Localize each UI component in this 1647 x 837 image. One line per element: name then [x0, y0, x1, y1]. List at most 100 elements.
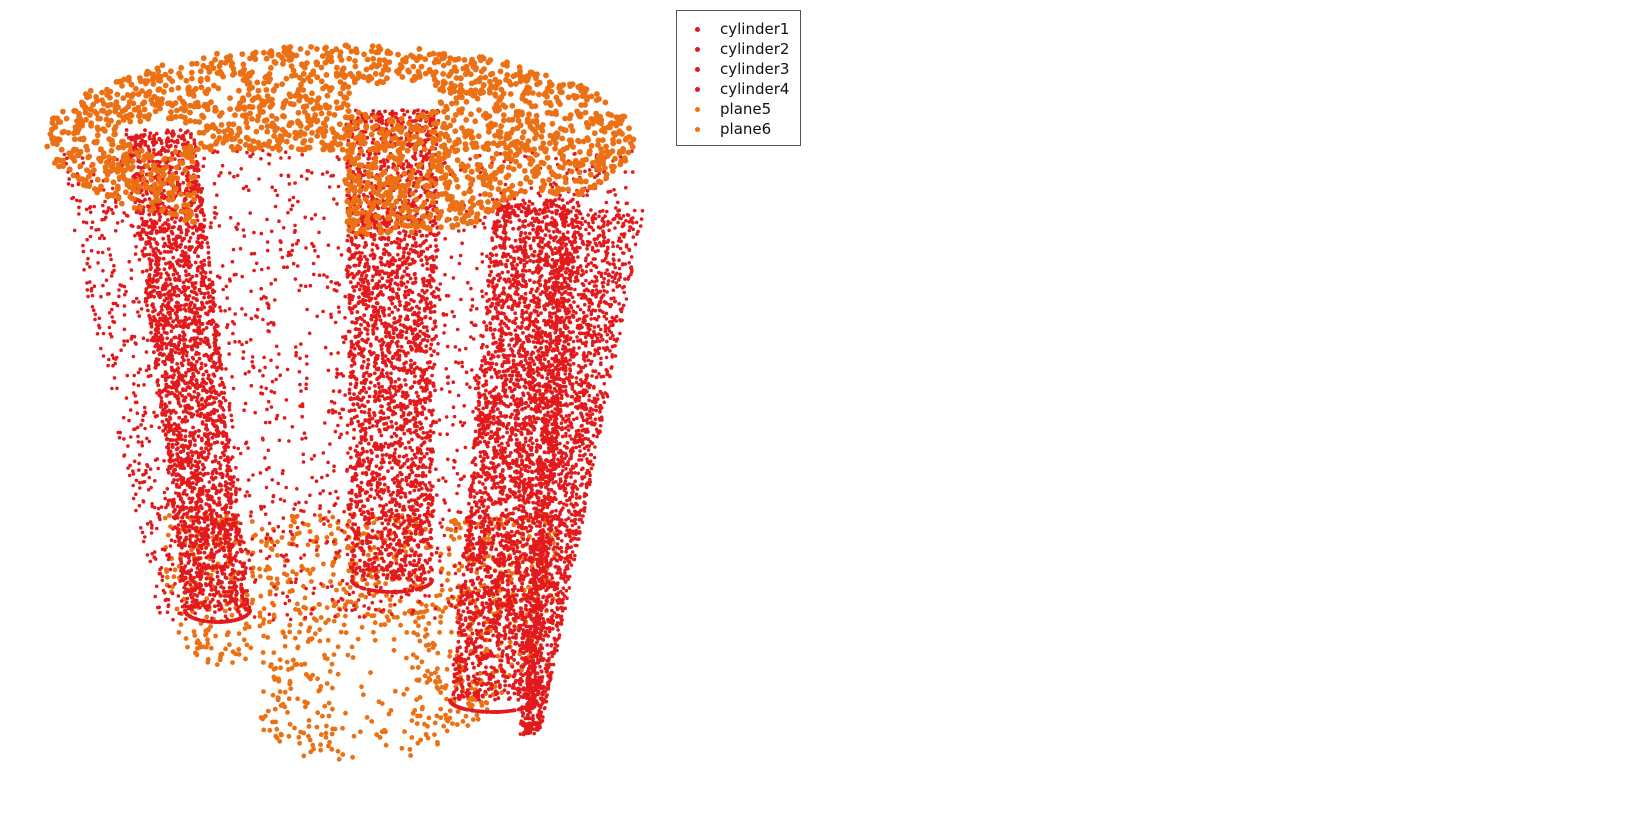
- data-point: [459, 420, 463, 424]
- data-point: [86, 257, 90, 261]
- data-point: [386, 522, 390, 526]
- data-point: [446, 381, 450, 385]
- data-point: [374, 732, 379, 737]
- data-point: [317, 231, 321, 235]
- data-point: [393, 689, 398, 694]
- data-point: [433, 616, 437, 620]
- data-point: [308, 332, 312, 336]
- data-point: [334, 430, 338, 434]
- data-point: [401, 692, 406, 697]
- data-point: [231, 649, 236, 654]
- data-point: [163, 497, 167, 501]
- data-point: [152, 411, 156, 415]
- data-point: [454, 527, 458, 531]
- data-point: [207, 245, 211, 249]
- data-point: [345, 582, 349, 586]
- data-point: [112, 264, 116, 268]
- data-point: [157, 426, 161, 430]
- data-point: [197, 645, 202, 650]
- data-point: [282, 265, 286, 269]
- data-point: [361, 692, 366, 697]
- data-point: [166, 533, 171, 538]
- data-point: [213, 634, 218, 639]
- data-point: [273, 666, 278, 671]
- data-point: [450, 721, 455, 726]
- data-point: [602, 277, 606, 281]
- data-point: [290, 589, 295, 594]
- data-point: [314, 535, 319, 540]
- data-point: [165, 278, 169, 282]
- data-point: [461, 719, 466, 724]
- data-point: [270, 601, 275, 606]
- data-point: [318, 513, 323, 518]
- data-point: [122, 211, 126, 215]
- data-point: [166, 610, 170, 614]
- data-point: [408, 747, 413, 752]
- data-point: [163, 299, 167, 303]
- data-point: [274, 727, 279, 732]
- data-point: [359, 684, 364, 689]
- data-point: [427, 648, 432, 653]
- data-point: [205, 342, 209, 346]
- data-point: [198, 357, 202, 361]
- data-point: [261, 728, 266, 733]
- data-point: [272, 677, 277, 682]
- data-point: [103, 218, 107, 222]
- data-point: [278, 657, 283, 662]
- data-point: [449, 534, 454, 539]
- data-point: [277, 679, 282, 684]
- data-point: [417, 678, 422, 683]
- data-point: [165, 598, 169, 602]
- data-point: [167, 499, 171, 503]
- data-point: [287, 696, 292, 701]
- data-point: [231, 320, 235, 324]
- data-point: [306, 169, 310, 173]
- data-point: [286, 211, 290, 215]
- data-point: [310, 217, 314, 221]
- data-point: [218, 655, 223, 660]
- data-point: [182, 491, 186, 495]
- data-point: [291, 425, 295, 429]
- data-point: [85, 262, 89, 266]
- data-point: [287, 682, 292, 687]
- data-point: [340, 253, 344, 257]
- data-point: [173, 567, 178, 572]
- data-point: [375, 424, 379, 428]
- data-point: [321, 562, 326, 567]
- data-point: [152, 350, 156, 354]
- data-point: [132, 300, 136, 304]
- data-point: [455, 722, 460, 727]
- data-point: [360, 625, 365, 630]
- data-point: [313, 249, 317, 253]
- data-point: [240, 594, 244, 598]
- data-point: [205, 236, 209, 240]
- data-point: [272, 613, 277, 618]
- data-point: [438, 521, 442, 525]
- data-point: [265, 218, 269, 222]
- data-point: [247, 370, 251, 374]
- data-point: [159, 272, 163, 276]
- data-point: [292, 196, 296, 200]
- data-point: [251, 473, 255, 477]
- data-point: [312, 587, 316, 591]
- data-point: [587, 359, 591, 363]
- data-point: [75, 199, 79, 203]
- data-point: [350, 755, 355, 760]
- data-point: [346, 544, 351, 549]
- data-point: [443, 324, 447, 328]
- data-point: [195, 274, 199, 278]
- data-point: [156, 467, 160, 471]
- data-point: [259, 549, 263, 553]
- data-point: [234, 593, 238, 597]
- data-point: [213, 211, 217, 215]
- data-point: [162, 257, 166, 261]
- data-point: [90, 287, 94, 291]
- data-point: [256, 308, 260, 312]
- data-point: [135, 479, 139, 483]
- data-point: [484, 647, 489, 652]
- data-point: [320, 476, 324, 480]
- data-point: [481, 295, 485, 299]
- data-point: [274, 278, 278, 282]
- data-point: [366, 553, 371, 558]
- data-point: [266, 575, 271, 580]
